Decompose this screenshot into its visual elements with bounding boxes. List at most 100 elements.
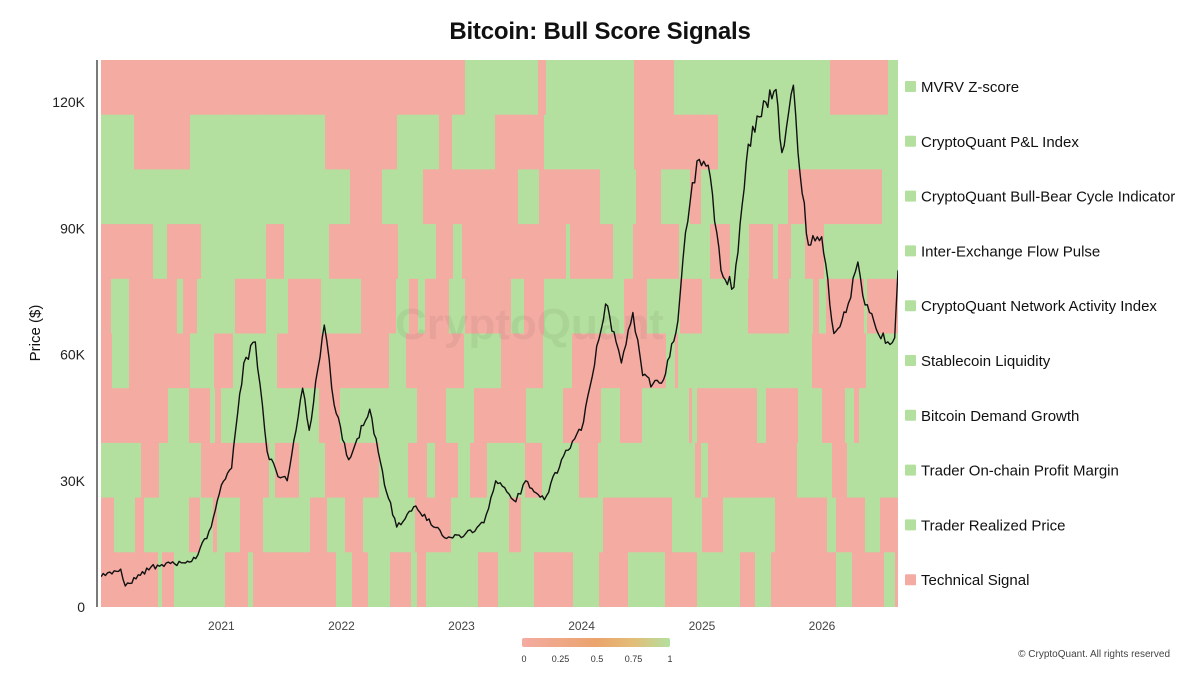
signal-cell <box>189 497 201 553</box>
signal-cell <box>544 114 560 170</box>
signal-cell <box>101 497 115 553</box>
signal-cell <box>805 224 819 280</box>
signal-cell <box>255 224 267 280</box>
signal-cell <box>697 388 716 444</box>
signal-cell <box>672 224 680 280</box>
signal-cell <box>367 224 381 280</box>
signal-cell <box>177 278 184 334</box>
signal-cell <box>379 442 391 499</box>
signal-cell <box>746 169 758 225</box>
signal-cell <box>389 333 407 389</box>
signal-cell <box>262 114 303 170</box>
signal-cell <box>399 497 416 553</box>
signal-cell <box>310 497 328 553</box>
signal-cell <box>621 333 643 389</box>
signal-cell <box>149 278 158 334</box>
signal-cell <box>159 442 175 499</box>
signal-cell <box>655 224 673 280</box>
signal-cell <box>852 552 862 607</box>
colorbar-tick-label: 0.25 <box>552 654 570 664</box>
signal-cell <box>303 552 317 607</box>
signal-cell <box>867 278 878 334</box>
signal-cell <box>797 442 802 499</box>
signal-cell <box>350 169 359 225</box>
signal-cell <box>172 497 190 553</box>
signal-cell <box>884 552 896 607</box>
price-line-group <box>101 84 898 587</box>
legend-label: Technical Signal <box>921 572 1029 589</box>
signal-cell <box>507 224 529 280</box>
signal-cell <box>336 552 353 607</box>
legend-swatch <box>905 245 916 257</box>
signal-cell <box>678 333 702 389</box>
signal-cell <box>518 169 540 225</box>
signal-cell <box>316 552 337 607</box>
price-line <box>101 84 898 587</box>
signal-cell <box>180 224 202 280</box>
legend-swatch <box>905 135 916 147</box>
signal-cell <box>832 442 848 499</box>
signal-cell <box>439 114 453 170</box>
signal-cell <box>673 442 696 499</box>
signal-cell <box>495 224 504 280</box>
signal-cell <box>887 388 897 444</box>
signal-cell <box>414 388 418 444</box>
signal-cell <box>471 169 519 225</box>
signal-cell <box>770 278 790 334</box>
signal-cell <box>341 278 362 334</box>
signal-cell <box>689 388 693 444</box>
signal-cell <box>570 224 590 280</box>
signal-cell <box>847 442 860 499</box>
signal-cell <box>214 333 234 389</box>
signal-cell <box>859 442 877 499</box>
x-tick-label: 2025 <box>689 619 716 633</box>
signal-cell <box>352 552 369 607</box>
signal-cell <box>325 114 343 170</box>
signal-cell <box>330 60 373 116</box>
signal-cell <box>539 497 559 553</box>
signal-cell <box>505 333 528 389</box>
signal-cell <box>327 497 346 553</box>
signal-cell <box>576 497 594 553</box>
signal-cell <box>666 333 676 389</box>
signal-cell <box>836 552 853 607</box>
signal-cell <box>730 224 735 280</box>
signal-cell <box>264 333 278 389</box>
signal-cell <box>421 60 466 116</box>
signal-cell <box>584 278 601 334</box>
signal-cell <box>666 388 690 444</box>
signal-cell <box>747 333 764 389</box>
signal-cell <box>246 278 254 334</box>
signal-cell <box>201 442 223 499</box>
signal-cell <box>725 442 747 499</box>
signal-cell <box>642 388 649 444</box>
signal-cell <box>158 552 163 607</box>
signal-cell <box>684 497 703 553</box>
signal-heatmap <box>101 60 898 607</box>
signal-cell <box>222 60 263 116</box>
signal-cell <box>190 333 194 389</box>
signal-cell <box>743 114 791 170</box>
signal-cell <box>427 442 436 499</box>
signal-cell <box>165 169 211 225</box>
y-tick-label: 120K <box>52 94 85 110</box>
signal-cell <box>308 224 330 280</box>
signal-cell <box>710 60 748 116</box>
signal-cell <box>345 497 353 553</box>
signal-cell <box>521 497 528 553</box>
signal-cell <box>108 388 118 444</box>
signal-cell <box>773 224 779 280</box>
signal-cell <box>302 114 326 170</box>
signal-cell <box>380 224 399 280</box>
signal-cell <box>778 224 792 280</box>
signal-cell <box>655 388 667 444</box>
legend: MVRV Z-score CryptoQuant P&L Index CryptoQ… <box>905 79 1175 589</box>
signal-cell <box>446 388 466 444</box>
signal-cell <box>476 497 487 553</box>
signal-cell <box>638 114 667 170</box>
signal-cell <box>417 552 427 607</box>
signal-cell <box>188 552 200 607</box>
signal-cell <box>741 497 752 553</box>
signal-cell <box>280 388 300 444</box>
signal-cell <box>266 224 285 280</box>
